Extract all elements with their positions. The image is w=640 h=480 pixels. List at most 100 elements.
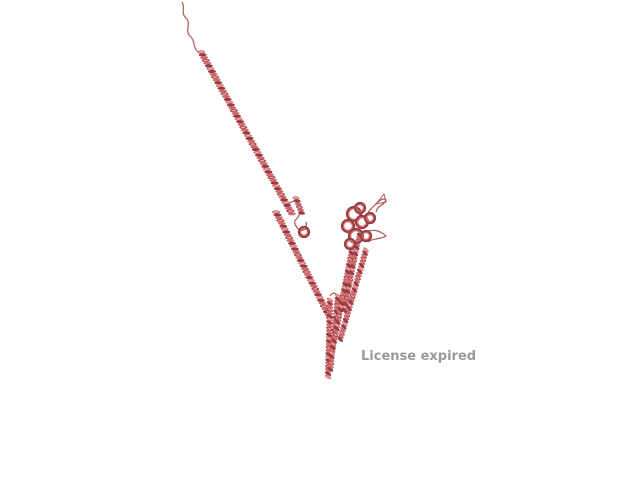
n-terminal-coil [181,1,199,53]
helix-turn [350,264,356,269]
helix-turn [351,261,357,266]
license-watermark: License expired [361,349,477,364]
helix-highlight [240,126,246,129]
helix-turn [301,267,310,271]
helix-loop-inner [361,231,371,241]
helix-turn [245,136,254,141]
helix-highlight [321,305,327,307]
helix-turn [342,278,349,284]
helix-turn [336,310,343,316]
helix-turn [326,320,333,325]
domain-loop-top [367,198,387,213]
helix-highlight [340,331,344,335]
helix-turn [337,307,344,313]
helix-turn [212,78,221,82]
helix-turn [326,300,334,306]
helix-highlight [277,219,283,222]
helix-turn [240,128,249,132]
helix-highlight [269,176,274,179]
helix-highlight [346,267,351,271]
helix-turn [270,181,279,185]
helix-turn [326,329,333,335]
helix-turn [334,300,341,305]
helix-highlight [352,258,356,262]
helix-ribbons [197,50,369,380]
helix-highlight [327,337,331,340]
helix-turn [341,308,347,313]
helix-highlight [343,305,347,309]
helix-turn [314,293,323,297]
helix-highlight [282,228,288,230]
helix-highlight [278,193,284,196]
helix-highlight [286,236,292,239]
helix-turn [237,122,246,127]
helix-turn [338,300,345,306]
helix-turn [337,336,343,342]
helix-turn [203,61,212,65]
helix-turn [333,325,340,332]
helix-turn [204,64,213,68]
helix-loop [359,229,373,243]
helix-turn [228,106,237,110]
helix-turn [326,304,333,309]
helix-turn [269,178,278,182]
helix-turn [344,269,351,275]
helix-turn [331,338,337,344]
helix-highlight [341,295,345,299]
helix-highlight [198,51,204,53]
helix-turn [283,203,292,208]
helix-turn [298,211,306,215]
helix-highlight [328,298,332,302]
helix-turn [324,371,332,376]
helix-turn [226,103,235,107]
helix-highlight [335,323,339,327]
domain-loop-right [365,229,387,243]
helix-highlight [287,210,293,212]
helix-turn [278,195,287,199]
helix-turn [335,316,342,322]
helix-bundle-c [329,247,355,354]
helix-turn [327,366,334,372]
helix-turn [279,224,288,228]
helix-turn [361,253,367,259]
helix-turn [318,301,327,305]
helix-turn [343,301,349,307]
helix-turn [362,250,368,256]
helix-turn [290,247,299,251]
helix-highlight [297,206,302,208]
helix-turn [328,357,335,362]
globular-domain-loops [297,192,387,251]
helix-turn [357,268,363,275]
helix-turn [217,86,226,90]
helix-highlight [329,361,333,365]
helix-turn [331,335,338,341]
helix-turn [327,363,334,369]
helix-turn [299,264,308,268]
helix-highlight [331,342,336,346]
helix-highlight [330,351,334,355]
helix-turn [334,319,341,325]
helix-highlight [295,253,301,256]
helix-highlight [259,159,265,162]
helix-turn [264,170,273,174]
helix-turn [359,259,366,265]
helix-highlight [231,109,237,112]
helix-highlight [203,59,209,62]
helix-highlight [217,84,223,87]
helix-turn [305,275,314,280]
helix-highlight [226,101,232,104]
helix-highlight [250,143,256,145]
helix-turn [351,287,358,293]
helix-turn [259,161,268,166]
helix-highlight [345,312,349,317]
helix-highlight [222,92,227,95]
helix-turn [346,283,352,288]
helix-turn [333,306,340,312]
helix-turn [344,272,350,278]
helix-highlight [207,67,213,70]
helix-highlight [353,285,357,289]
helix-highlight [312,288,318,290]
helix-highlight [308,279,314,282]
